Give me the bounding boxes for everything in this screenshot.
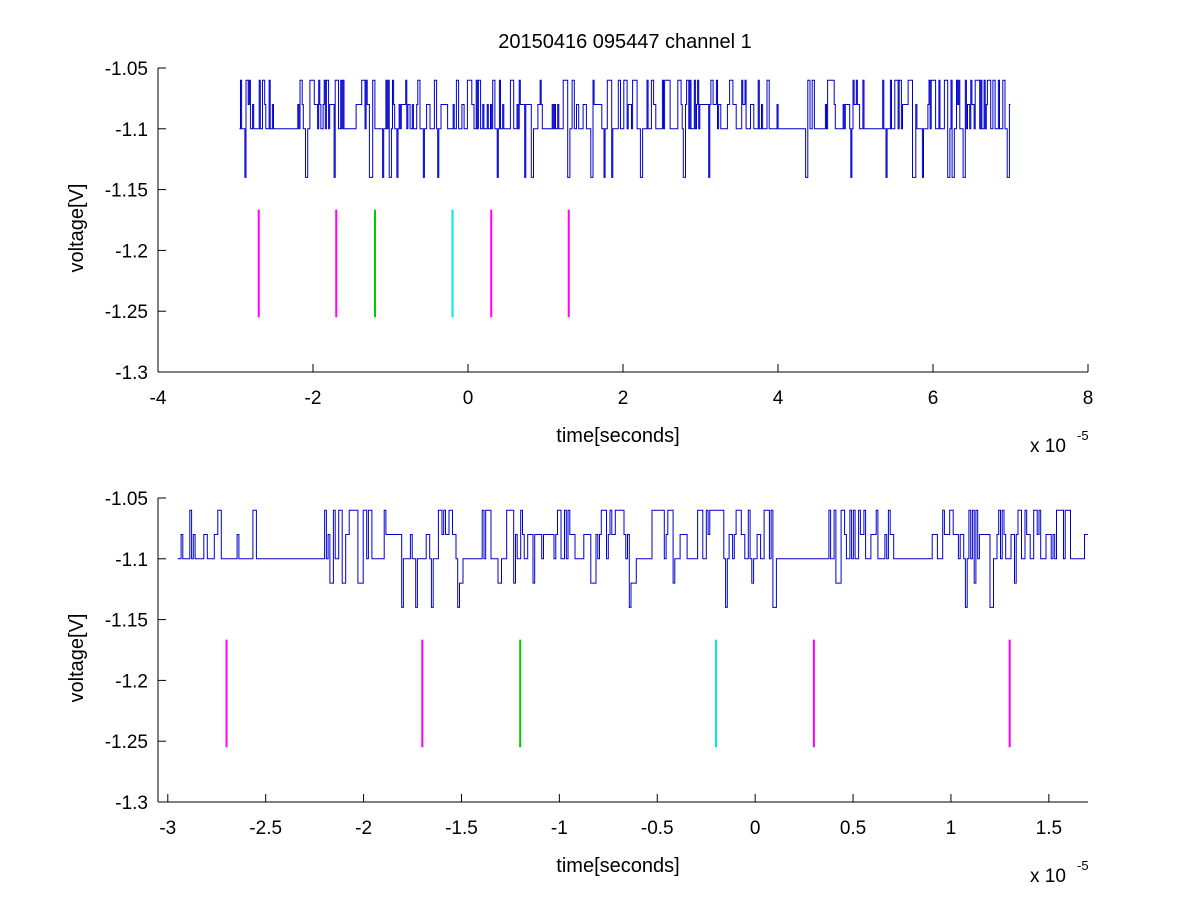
x-tick-label: -2 bbox=[305, 388, 322, 409]
y-axis-label: voltage[V] bbox=[66, 184, 88, 273]
x-tick-label: 6 bbox=[928, 388, 939, 409]
x-tick-label: 0 bbox=[463, 388, 474, 409]
bottom-subplot: -1.05 -1.1 -1.15 -1.2 -1.25 -1.3 -3 -2.5 -2 -1.5 -… bbox=[66, 489, 1089, 887]
x-tick-label: -2.5 bbox=[249, 818, 282, 839]
x-multiplier: x 10 bbox=[1030, 436, 1066, 457]
signal-trace bbox=[177, 509, 1088, 608]
x-tick-label: -1.5 bbox=[445, 818, 478, 839]
y-tick-label: -1.05 bbox=[105, 59, 148, 80]
x-tick-label: 1.5 bbox=[1036, 818, 1062, 839]
y-tick-label: -1.25 bbox=[105, 732, 148, 753]
y-tick-label: -1.05 bbox=[105, 489, 148, 510]
x-tick-label: 8 bbox=[1083, 388, 1094, 409]
x-tick-label: -1 bbox=[551, 818, 568, 839]
y-tick-label: -1.2 bbox=[115, 671, 148, 692]
x-multiplier-exponent: -5 bbox=[1077, 858, 1089, 873]
x-tick-label: 4 bbox=[773, 388, 784, 409]
y-tick-label: -1.15 bbox=[105, 611, 148, 632]
x-axis-label: time[seconds] bbox=[556, 855, 679, 877]
x-tick-label: -2 bbox=[355, 818, 372, 839]
x-tick-label: 0 bbox=[750, 818, 761, 839]
x-multiplier-exponent: -5 bbox=[1077, 428, 1089, 443]
x-tick-label: 2 bbox=[618, 388, 629, 409]
signal-trace bbox=[239, 79, 1011, 178]
y-tick-label: -1.3 bbox=[115, 793, 148, 814]
top-subplot: -1.05 -1.1 -1.15 -1.2 -1.25 -1.3-4 -2 0 2 4 6 8 time… bbox=[66, 59, 1093, 457]
y-axis-label: voltage[V] bbox=[66, 614, 88, 703]
x-multiplier: x 10 bbox=[1030, 866, 1066, 887]
x-axis-label: time[seconds] bbox=[556, 425, 679, 447]
y-tick-label: -1.3 bbox=[115, 363, 148, 384]
x-tick-label: -0.5 bbox=[641, 818, 674, 839]
y-tick-label: -1.2 bbox=[115, 241, 148, 262]
y-tick-label: -1.1 bbox=[115, 550, 148, 571]
x-tick-label: 1 bbox=[946, 818, 957, 839]
x-tick-label: -3 bbox=[159, 818, 176, 839]
figure-title: 20150416 095447 channel 1 bbox=[498, 31, 752, 53]
y-tick-label: -1.15 bbox=[105, 181, 148, 202]
x-tick-label: 0.5 bbox=[840, 818, 866, 839]
x-tick-label: -4 bbox=[150, 388, 167, 409]
y-tick-label: -1.25 bbox=[105, 302, 148, 323]
y-tick-label: -1.1 bbox=[115, 120, 148, 141]
